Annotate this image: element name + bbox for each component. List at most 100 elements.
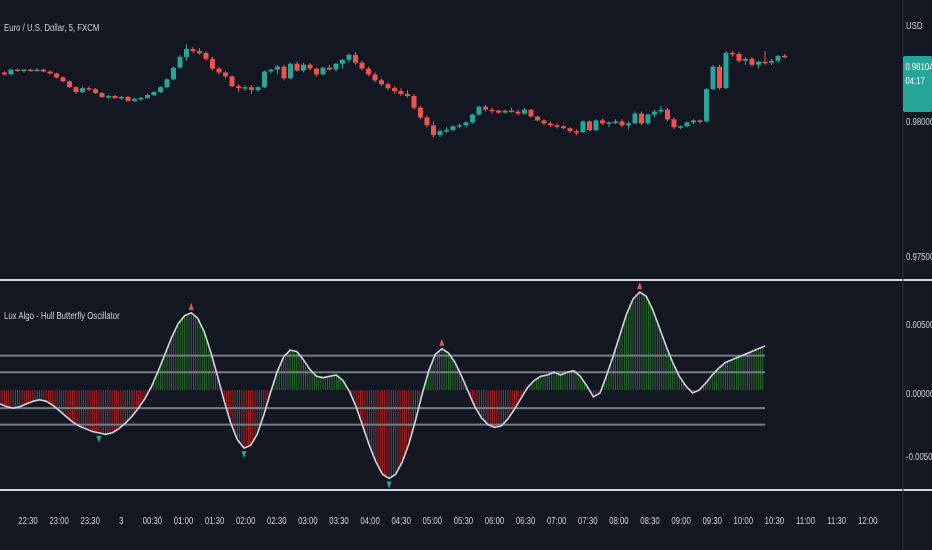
candle[interactable] [574, 129, 579, 136]
time-axis[interactable]: 22:30 23:00 23:30 3 00:30 01:00 01:30 02:00 02:3… [18, 515, 877, 526]
candle[interactable] [437, 129, 443, 138]
candle[interactable] [684, 121, 690, 128]
candle[interactable] [379, 78, 384, 87]
candle[interactable] [398, 88, 404, 96]
candle[interactable] [723, 51, 729, 90]
candle[interactable] [392, 86, 397, 95]
candle[interactable] [658, 105, 664, 114]
candle[interactable] [431, 121, 436, 138]
candle[interactable] [385, 82, 391, 91]
candle[interactable] [353, 51, 358, 65]
candle[interactable] [229, 75, 235, 88]
candle[interactable] [444, 127, 449, 134]
candle[interactable] [80, 87, 85, 94]
candle[interactable] [405, 90, 410, 98]
candle[interactable] [710, 64, 716, 91]
candle[interactable] [307, 62, 313, 71]
candle[interactable] [535, 115, 540, 122]
candle[interactable] [359, 60, 365, 71]
candle[interactable] [541, 119, 547, 126]
candle[interactable] [522, 107, 527, 115]
candle[interactable] [54, 72, 59, 79]
candle[interactable] [470, 113, 475, 124]
bull-signal-marker[interactable] [96, 435, 102, 443]
candle[interactable] [619, 119, 625, 128]
candle[interactable] [119, 95, 124, 100]
candle[interactable] [756, 60, 761, 69]
candle[interactable] [775, 54, 781, 63]
candle[interactable] [528, 108, 534, 118]
candle[interactable] [190, 47, 196, 53]
candle[interactable] [216, 66, 222, 75]
candle[interactable] [242, 85, 248, 92]
candle[interactable] [138, 96, 144, 101]
price-pane[interactable] [2, 44, 787, 138]
candle[interactable] [769, 58, 774, 65]
candle[interactable] [548, 121, 553, 128]
candle[interactable] [158, 86, 163, 94]
candle[interactable] [327, 64, 332, 71]
candle[interactable] [73, 86, 79, 95]
candle[interactable] [210, 56, 215, 71]
candle[interactable] [665, 107, 670, 122]
candle[interactable] [132, 97, 137, 102]
candle[interactable] [463, 121, 469, 128]
candle[interactable] [730, 51, 735, 57]
candle[interactable] [509, 107, 514, 113]
candle[interactable] [483, 104, 488, 112]
candle[interactable] [502, 109, 508, 114]
candle[interactable] [645, 113, 651, 126]
candle[interactable] [366, 66, 371, 77]
candle[interactable] [515, 109, 521, 116]
candle[interactable] [593, 119, 599, 132]
candle[interactable] [99, 92, 105, 98]
candle[interactable] [47, 70, 53, 75]
osc-line[interactable] [0, 291, 766, 480]
bear-signal-marker[interactable] [637, 282, 643, 290]
candle[interactable] [476, 105, 482, 116]
candle[interactable] [418, 105, 423, 120]
candle[interactable] [743, 56, 748, 65]
candle[interactable] [632, 111, 638, 125]
candle[interactable] [236, 84, 241, 93]
candle[interactable] [203, 51, 209, 61]
candle[interactable] [171, 66, 176, 81]
candle[interactable] [626, 121, 631, 130]
candle[interactable] [262, 70, 267, 89]
candle[interactable] [249, 85, 254, 95]
candle[interactable] [496, 109, 501, 114]
candle[interactable] [587, 120, 592, 132]
candle[interactable] [639, 111, 644, 126]
candle[interactable] [106, 94, 111, 99]
candle[interactable] [28, 68, 33, 72]
candle[interactable] [255, 86, 261, 93]
candle[interactable] [86, 86, 92, 92]
candle[interactable] [652, 109, 657, 118]
candle[interactable] [294, 61, 300, 72]
bear-signal-marker[interactable] [439, 338, 445, 346]
candle[interactable] [151, 91, 157, 96]
candle[interactable] [145, 94, 150, 99]
candle[interactable] [691, 119, 696, 125]
candle[interactable] [112, 94, 118, 99]
candle[interactable] [457, 123, 462, 129]
candle[interactable] [450, 125, 456, 132]
candle[interactable] [125, 95, 131, 102]
candle[interactable] [177, 54, 183, 69]
candle[interactable] [567, 127, 573, 134]
candle[interactable] [600, 118, 605, 126]
candle[interactable] [15, 68, 20, 72]
candle[interactable] [41, 68, 46, 73]
candle[interactable] [8, 68, 14, 75]
candle[interactable] [184, 44, 189, 61]
candle[interactable] [671, 117, 677, 130]
candle[interactable] [314, 67, 319, 77]
candle[interactable] [678, 125, 683, 130]
candle[interactable] [301, 62, 306, 73]
candle[interactable] [333, 62, 339, 72]
bull-signal-marker[interactable] [241, 451, 247, 459]
candle[interactable] [489, 107, 495, 114]
candle[interactable] [606, 121, 612, 128]
bear-signal-marker[interactable] [188, 302, 194, 310]
